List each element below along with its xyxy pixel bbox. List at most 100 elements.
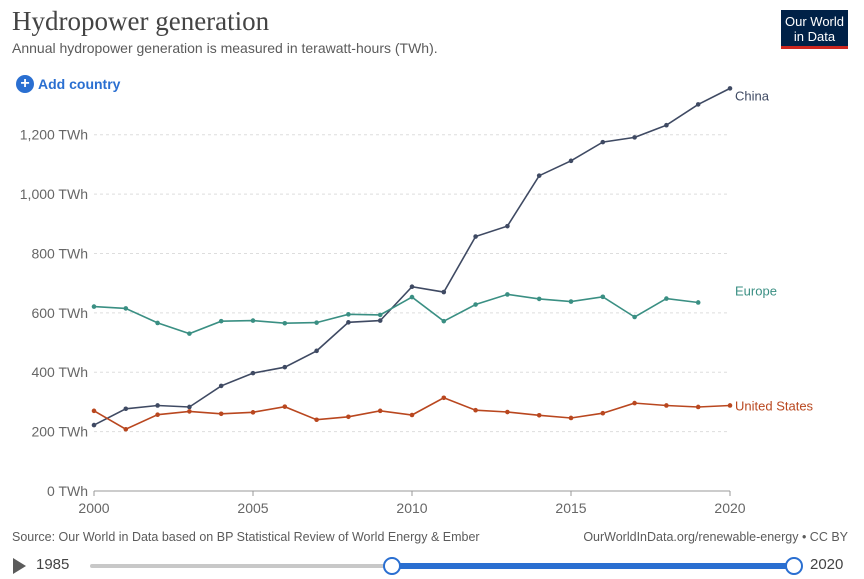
data-point: [187, 409, 192, 414]
data-point: [282, 404, 288, 409]
data-point: [250, 318, 256, 323]
y-tick-label: 800 TWh: [31, 245, 88, 261]
data-point: [377, 312, 383, 318]
axes: 0 TWh 200 TWh 400 TWh 600 TWh 800 TWh 1,000 T…: [20, 127, 746, 516]
license-link[interactable]: OurWorldInData.org/renewable-energy • CC…: [583, 530, 848, 544]
data-point: [91, 422, 97, 428]
owid-logo[interactable]: Our World in Data: [781, 10, 848, 49]
data-point: [91, 408, 97, 414]
add-country-label: Add country: [38, 76, 121, 92]
y-tick-label: 400 TWh: [31, 364, 88, 380]
data-point: [218, 383, 224, 389]
data-point: [346, 312, 351, 317]
data-point: [600, 139, 606, 145]
y-tick-label: 1,000 TWh: [20, 186, 88, 202]
source-note: Source: Our World in Data based on BP St…: [12, 530, 480, 544]
x-tick-label: 2010: [396, 500, 427, 516]
play-icon[interactable]: [13, 558, 26, 574]
data-point: [409, 412, 415, 418]
y-tick-label: 600 TWh: [31, 305, 88, 321]
data-point: [218, 318, 224, 324]
data-point: [536, 412, 542, 418]
x-tick-label: 2020: [714, 500, 745, 516]
data-point: [409, 294, 415, 300]
data-point: [123, 426, 129, 432]
data-point: [282, 364, 288, 370]
logo-line-2: in Data: [793, 29, 836, 44]
series-united-states: [91, 395, 733, 432]
chart-title: Hydropower generation: [12, 6, 270, 36]
data-point: [664, 122, 669, 128]
data-point: [505, 409, 510, 415]
series-label: Europe: [735, 283, 777, 298]
timeline-selected-range: [391, 563, 794, 569]
data-point: [282, 320, 288, 326]
data-point: [568, 415, 574, 421]
data-point: [441, 289, 447, 295]
data-point: [664, 296, 669, 301]
data-point: [568, 158, 574, 164]
x-tick-label: 2000: [78, 500, 109, 516]
grid-lines: [94, 134, 730, 433]
add-country-button[interactable]: + Add country: [16, 75, 120, 93]
data-point: [314, 348, 319, 354]
timeline-start-year: 1985: [36, 556, 70, 573]
timeline-end-year: 2020: [810, 556, 844, 573]
data-point: [187, 404, 192, 410]
line-chart: 0 TWh 200 TWh 400 TWh 600 TWh 800 TWh 1,000 T…: [20, 86, 814, 516]
data-point: [409, 284, 415, 290]
x-tick-label: 2005: [237, 500, 268, 516]
data-point: [377, 318, 383, 323]
data-point: [695, 300, 701, 305]
series-line: [93, 293, 699, 335]
data-point: [377, 408, 383, 414]
data-point: [505, 223, 510, 229]
timeline-start-handle[interactable]: [382, 557, 401, 575]
data-point: [727, 403, 733, 408]
data-point: [155, 320, 160, 326]
timeline-end-handle[interactable]: [785, 557, 803, 575]
data-point: [727, 86, 733, 91]
y-tick-label: 1,200 TWh: [20, 127, 88, 143]
data-point: [505, 292, 510, 297]
data-point: [600, 294, 606, 300]
data-point: [600, 410, 606, 416]
logo-line-1: Our World: [785, 14, 844, 29]
timeline-slider[interactable]: 1985 2020: [0, 552, 864, 579]
data-point: [123, 306, 129, 311]
series-layer: [91, 86, 733, 432]
y-tick-label: 200 TWh: [31, 424, 88, 440]
y-tick-label: 0 TWh: [47, 483, 88, 499]
data-point: [314, 417, 319, 423]
data-point: [473, 302, 478, 307]
series-europe: [91, 292, 701, 336]
data-point: [632, 314, 637, 320]
data-point: [218, 411, 224, 417]
data-point: [155, 403, 160, 408]
plus-circle-icon: +: [16, 75, 34, 93]
data-point: [695, 102, 701, 107]
data-point: [314, 320, 319, 325]
data-point: [123, 406, 129, 412]
data-point: [441, 318, 447, 324]
data-point: [664, 403, 669, 408]
data-point: [568, 299, 574, 304]
chart-subtitle: Annual hydropower generation is measured…: [12, 40, 438, 56]
series-labels: China Europe United States: [735, 88, 814, 413]
data-point: [346, 320, 351, 325]
x-tick-label: 2015: [555, 500, 586, 516]
data-point: [473, 234, 478, 239]
series-china: [91, 86, 733, 428]
data-point: [473, 407, 478, 413]
data-point: [695, 404, 701, 410]
series-label: China: [735, 88, 770, 103]
data-point: [632, 400, 637, 406]
data-point: [441, 395, 447, 401]
data-point: [155, 412, 160, 417]
data-point: [250, 410, 256, 415]
data-point: [346, 414, 351, 420]
data-point: [91, 304, 97, 309]
data-point: [187, 331, 192, 336]
data-point: [536, 296, 542, 302]
data-point: [632, 135, 637, 140]
